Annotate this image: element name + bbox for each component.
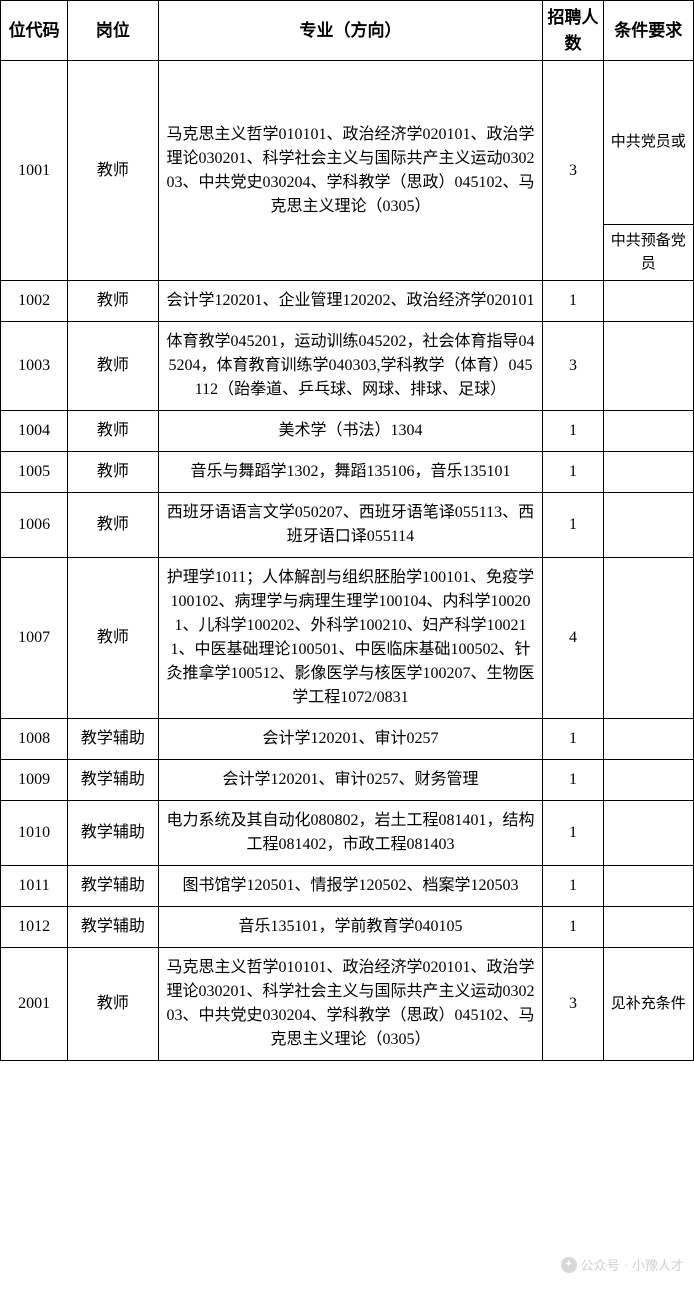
cell-code: 1007 bbox=[1, 558, 68, 719]
cell-major: 马克思主义哲学010101、政治经济学020101、政治学理论030201、科学… bbox=[158, 61, 543, 281]
table-row: 1011 教学辅助 图书馆学120501、情报学120502、档案学120503… bbox=[1, 866, 694, 907]
cell-position: 教学辅助 bbox=[68, 801, 158, 866]
cell-major: 美术学（书法）1304 bbox=[158, 411, 543, 452]
table-row: 2001 教师 马克思主义哲学010101、政治经济学020101、政治学理论0… bbox=[1, 948, 694, 1061]
watermark: ✦ 公众号 · 小豫人才 bbox=[561, 1255, 684, 1274]
cell-requirement-bottom: 中共预备党员 bbox=[603, 225, 693, 281]
cell-count: 1 bbox=[543, 907, 603, 948]
cell-requirement bbox=[603, 411, 693, 452]
cell-position: 教师 bbox=[68, 558, 158, 719]
table-row: 1010 教学辅助 电力系统及其自动化080802，岩土工程081401，结构工… bbox=[1, 801, 694, 866]
cell-requirement bbox=[603, 493, 693, 558]
cell-count: 3 bbox=[543, 322, 603, 411]
cell-code: 1012 bbox=[1, 907, 68, 948]
cell-major: 会计学120201、企业管理120202、政治经济学020101 bbox=[158, 281, 543, 322]
cell-count: 1 bbox=[543, 452, 603, 493]
cell-requirement bbox=[603, 719, 693, 760]
table-row: 1003 教师 体育教学045201，运动训练045202，社会体育指导0452… bbox=[1, 322, 694, 411]
cell-position: 教学辅助 bbox=[68, 907, 158, 948]
cell-position: 教师 bbox=[68, 281, 158, 322]
cell-requirement bbox=[603, 801, 693, 866]
cell-code: 2001 bbox=[1, 948, 68, 1061]
cell-requirement bbox=[603, 760, 693, 801]
cell-major: 马克思主义哲学010101、政治经济学020101、政治学理论030201、科学… bbox=[158, 948, 543, 1061]
table-row: 1002 教师 会计学120201、企业管理120202、政治经济学020101… bbox=[1, 281, 694, 322]
cell-position: 教学辅助 bbox=[68, 760, 158, 801]
cell-major: 音乐135101，学前教育学040105 bbox=[158, 907, 543, 948]
cell-requirement bbox=[603, 866, 693, 907]
cell-count: 1 bbox=[543, 281, 603, 322]
cell-requirement bbox=[603, 281, 693, 322]
header-requirement: 条件要求 bbox=[603, 1, 693, 61]
cell-code: 1006 bbox=[1, 493, 68, 558]
cell-major: 会计学120201、审计0257 bbox=[158, 719, 543, 760]
header-position: 岗位 bbox=[68, 1, 158, 61]
cell-major: 音乐与舞蹈学1302，舞蹈135106，音乐135101 bbox=[158, 452, 543, 493]
table-row: 1005 教师 音乐与舞蹈学1302，舞蹈135106，音乐135101 1 bbox=[1, 452, 694, 493]
cell-requirement bbox=[603, 322, 693, 411]
cell-code: 1001 bbox=[1, 61, 68, 281]
cell-count: 1 bbox=[543, 493, 603, 558]
table-row: 1007 教师 护理学1011；人体解剖与组织胚胎学100101、免疫学1001… bbox=[1, 558, 694, 719]
table-header-row: 位代码 岗位 专业（方向） 招聘人数 条件要求 bbox=[1, 1, 694, 61]
cell-code: 1003 bbox=[1, 322, 68, 411]
cell-position: 教师 bbox=[68, 493, 158, 558]
cell-count: 1 bbox=[543, 760, 603, 801]
cell-count: 3 bbox=[543, 948, 603, 1061]
cell-code: 1011 bbox=[1, 866, 68, 907]
cell-requirement bbox=[603, 452, 693, 493]
cell-count: 1 bbox=[543, 411, 603, 452]
header-code: 位代码 bbox=[1, 1, 68, 61]
watermark-name: 小豫人才 bbox=[632, 1255, 684, 1274]
cell-position: 教师 bbox=[68, 322, 158, 411]
watermark-sep: · bbox=[624, 1257, 628, 1272]
cell-count: 1 bbox=[543, 719, 603, 760]
cell-code: 1009 bbox=[1, 760, 68, 801]
table-row: 1009 教学辅助 会计学120201、审计0257、财务管理 1 bbox=[1, 760, 694, 801]
cell-position: 教师 bbox=[68, 948, 158, 1061]
table-row: 1001 教师 马克思主义哲学010101、政治经济学020101、政治学理论0… bbox=[1, 61, 694, 225]
table-row: 1004 教师 美术学（书法）1304 1 bbox=[1, 411, 694, 452]
cell-requirement bbox=[603, 558, 693, 719]
cell-position: 教师 bbox=[68, 61, 158, 281]
cell-code: 1008 bbox=[1, 719, 68, 760]
cell-position: 教学辅助 bbox=[68, 866, 158, 907]
table-body: 1001 教师 马克思主义哲学010101、政治经济学020101、政治学理论0… bbox=[1, 61, 694, 1061]
cell-major: 西班牙语语言文学050207、西班牙语笔译055113、西班牙语口译055114 bbox=[158, 493, 543, 558]
cell-code: 1010 bbox=[1, 801, 68, 866]
cell-count: 1 bbox=[543, 866, 603, 907]
cell-position: 教师 bbox=[68, 452, 158, 493]
table-row: 1008 教学辅助 会计学120201、审计0257 1 bbox=[1, 719, 694, 760]
cell-code: 1004 bbox=[1, 411, 68, 452]
cell-major: 护理学1011；人体解剖与组织胚胎学100101、免疫学100102、病理学与病… bbox=[158, 558, 543, 719]
cell-code: 1002 bbox=[1, 281, 68, 322]
cell-requirement-top: 中共党员或 bbox=[603, 61, 693, 225]
cell-major: 图书馆学120501、情报学120502、档案学120503 bbox=[158, 866, 543, 907]
cell-count: 1 bbox=[543, 801, 603, 866]
cell-count: 4 bbox=[543, 558, 603, 719]
wechat-icon: ✦ bbox=[561, 1257, 577, 1273]
header-count: 招聘人数 bbox=[543, 1, 603, 61]
cell-major: 电力系统及其自动化080802，岩土工程081401，结构工程081402，市政… bbox=[158, 801, 543, 866]
cell-major: 会计学120201、审计0257、财务管理 bbox=[158, 760, 543, 801]
header-major: 专业（方向） bbox=[158, 1, 543, 61]
cell-major: 体育教学045201，运动训练045202，社会体育指导045204，体育教育训… bbox=[158, 322, 543, 411]
cell-count: 3 bbox=[543, 61, 603, 281]
cell-position: 教师 bbox=[68, 411, 158, 452]
watermark-source: 公众号 bbox=[581, 1255, 620, 1274]
cell-position: 教学辅助 bbox=[68, 719, 158, 760]
recruitment-table: 位代码 岗位 专业（方向） 招聘人数 条件要求 1001 教师 马克思主义哲学0… bbox=[0, 0, 694, 1061]
cell-requirement: 见补充条件 bbox=[603, 948, 693, 1061]
table-row: 1012 教学辅助 音乐135101，学前教育学040105 1 bbox=[1, 907, 694, 948]
cell-requirement bbox=[603, 907, 693, 948]
table-row: 1006 教师 西班牙语语言文学050207、西班牙语笔译055113、西班牙语… bbox=[1, 493, 694, 558]
cell-code: 1005 bbox=[1, 452, 68, 493]
